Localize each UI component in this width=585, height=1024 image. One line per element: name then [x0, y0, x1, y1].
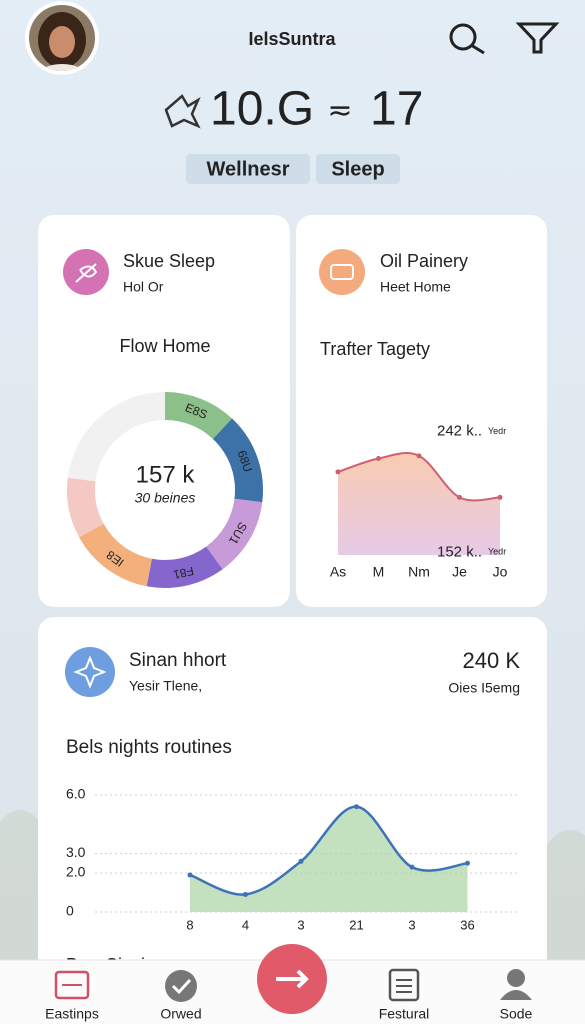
- card-subtitle: Hol Or: [123, 279, 164, 295]
- nav-item[interactable]: Orwed: [160, 970, 202, 1022]
- donut-segment: [67, 392, 166, 482]
- line-point: [187, 872, 193, 878]
- filter-icon: [515, 22, 560, 54]
- x-tick-label: M: [373, 564, 385, 580]
- chart-title: Trafter Tagety: [320, 339, 430, 359]
- y-tick-label: 0: [66, 903, 74, 919]
- nav-icon-lines: [396, 979, 412, 993]
- chart-title: Bels nights routines: [66, 737, 232, 758]
- x-tick-label: 4: [242, 917, 249, 932]
- y-tick-label: 6.0: [66, 786, 86, 802]
- donut-segment: [79, 523, 153, 587]
- annotation: 152 k..: [437, 543, 482, 560]
- card-title: Sinan hhort: [129, 650, 227, 671]
- donut-segment-label: F81: [172, 564, 196, 582]
- nav-label: Orwed: [160, 1006, 201, 1022]
- area-point: [376, 456, 381, 462]
- nav-label: Festural: [379, 1006, 430, 1022]
- stat-icon: [164, 94, 201, 129]
- nav-item[interactable]: Eastinps: [45, 970, 99, 1022]
- annotation: 242 k..: [437, 423, 482, 440]
- x-tick-label: 21: [349, 917, 363, 932]
- tab-bg: [186, 154, 310, 184]
- fab-button[interactable]: [257, 944, 327, 1014]
- line-area: [190, 806, 468, 912]
- nav-icon: [388, 968, 420, 1002]
- donut-segment: [67, 477, 104, 538]
- annotation-unit: Yedr: [488, 547, 506, 557]
- tab-label: Sleep: [331, 158, 384, 180]
- donut-center-label: 30 beines: [135, 490, 196, 506]
- card-icon-glyph: [73, 655, 107, 689]
- donut-center-value: 157 k: [136, 461, 196, 488]
- search-button[interactable]: [449, 23, 485, 55]
- card-title: Oil Painery: [380, 251, 468, 271]
- stat-separator: ≂: [327, 94, 352, 127]
- card-icon: [319, 249, 365, 295]
- donut-segment: [212, 418, 263, 503]
- area-fill: [338, 453, 500, 555]
- avatar[interactable]: [25, 1, 99, 88]
- tab-bg: [316, 154, 400, 184]
- stat-left: 10.G: [210, 83, 314, 136]
- x-tick-label: Jo: [493, 564, 508, 580]
- x-tick-label: 3: [408, 917, 415, 932]
- card-title: Skue Sleep: [123, 251, 215, 271]
- annotation-unit: Yedr: [488, 426, 506, 436]
- search-icon-handle: [470, 43, 485, 55]
- face: [49, 26, 75, 58]
- area-point: [457, 494, 462, 500]
- card-icon-glyph: [75, 263, 98, 283]
- card-subtitle: Yesir Tlene,: [129, 678, 202, 694]
- nav-icon-check: [171, 978, 192, 995]
- fab-arrow: [276, 969, 309, 989]
- nav-item[interactable]: Sode: [500, 969, 533, 1022]
- x-tick-label: 36: [460, 917, 474, 932]
- tab[interactable]: Sleep: [316, 154, 400, 184]
- y-tick-label: 2.0: [66, 864, 86, 880]
- line-point: [354, 804, 359, 810]
- tab[interactable]: Wellnesr: [186, 154, 310, 184]
- line-point: [465, 860, 470, 866]
- card-subtitle: Heet Home: [380, 279, 451, 295]
- card-icon-glyph: [330, 264, 354, 280]
- y-tick-label: 3.0: [66, 844, 86, 860]
- line-point: [243, 891, 248, 897]
- x-tick-label: Nm: [408, 564, 430, 580]
- app-title: IelsSuntra: [248, 29, 336, 49]
- line-point: [409, 864, 415, 870]
- nav-icon: [165, 970, 197, 1002]
- nav-icon-head: [507, 969, 525, 987]
- donut-segment: [164, 392, 233, 440]
- tab-label: Wellnesr: [207, 158, 290, 180]
- search-icon: [449, 23, 477, 51]
- filter-button[interactable]: [515, 22, 560, 54]
- stat-right: 17: [370, 83, 423, 136]
- line-point: [298, 858, 304, 864]
- area-point: [416, 453, 422, 459]
- nav-icon: [54, 970, 90, 1000]
- nav-label: Eastinps: [45, 1006, 99, 1022]
- area-point: [335, 469, 341, 475]
- card-stat-label: Oies I5emg: [448, 680, 520, 696]
- nav-icon-body: [500, 990, 532, 1000]
- chart-title: Flow Home: [119, 336, 210, 356]
- donut-segment: [146, 546, 223, 588]
- donut-segment: [205, 498, 263, 570]
- nav-label: Sode: [500, 1006, 533, 1022]
- card-stat: 240 K: [463, 648, 521, 673]
- x-tick-label: Je: [452, 564, 467, 580]
- area-point: [497, 494, 503, 500]
- card-icon: [65, 647, 115, 697]
- x-tick-label: As: [330, 564, 346, 580]
- nav-item[interactable]: Festural: [379, 968, 430, 1022]
- x-tick-label: 3: [297, 917, 304, 932]
- x-tick-label: 8: [186, 917, 193, 932]
